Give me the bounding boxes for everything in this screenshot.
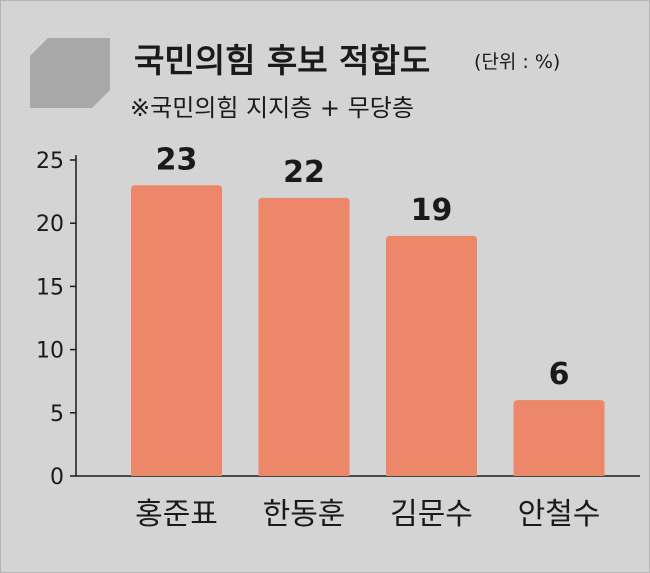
chart-subtitle: ※국민의힘 지지층 + 무당층 [130, 94, 414, 122]
y-tick-label: 10 [36, 339, 64, 364]
bar [258, 197, 350, 477]
bar-value-label: 6 [549, 357, 570, 392]
bar-value-label: 19 [411, 193, 453, 228]
y-tick-label: 0 [50, 465, 64, 490]
chart-title: 국민의힘 후보 적합도 [134, 41, 431, 80]
bar [131, 185, 222, 476]
bar-value-label: 22 [283, 155, 325, 190]
category-label: 김문수 [390, 497, 473, 532]
y-tick-label: 15 [36, 275, 64, 300]
y-tick-label: 25 [36, 149, 64, 174]
bar [513, 400, 605, 476]
logo-icon [30, 38, 110, 108]
bar-value-label: 23 [156, 142, 198, 177]
category-label: 안철수 [518, 497, 601, 532]
y-tick-label: 5 [50, 402, 64, 427]
category-label: 홍준표 [135, 497, 218, 532]
category-label: 한동훈 [263, 497, 346, 532]
bar [386, 235, 477, 476]
y-tick-label: 20 [36, 212, 64, 237]
unit-label: (단위 : %) [474, 51, 561, 73]
